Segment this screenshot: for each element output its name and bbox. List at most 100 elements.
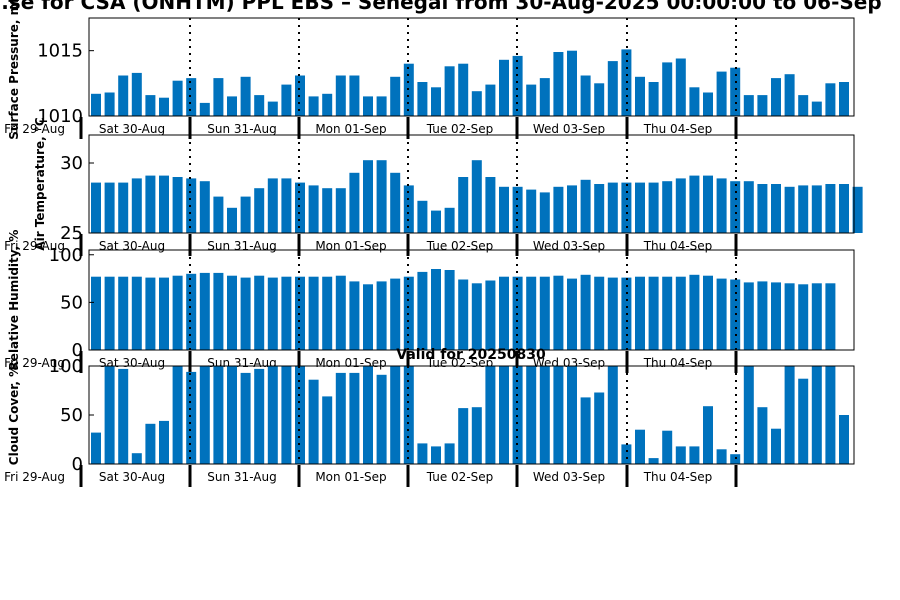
day-label: Sun 31-Aug: [207, 239, 276, 253]
bar: [648, 276, 659, 350]
bar: [335, 75, 346, 116]
bar: [607, 366, 618, 464]
bar: [213, 366, 224, 464]
bar: [716, 71, 727, 116]
y-axis-label: Cloud Cover, %: [7, 365, 21, 465]
bar: [213, 78, 224, 116]
bar: [499, 366, 509, 464]
y-tick-label: 100: [49, 245, 83, 266]
bar: [743, 366, 754, 464]
bar: [104, 92, 115, 116]
bar: [363, 284, 373, 350]
bar: [376, 96, 387, 116]
bar: [240, 372, 251, 464]
bar: [771, 78, 781, 116]
day-label: Tue 02-Sep: [426, 122, 494, 136]
bar: [594, 276, 605, 350]
bar: [159, 277, 169, 350]
bar: [390, 76, 401, 116]
bar: [417, 82, 428, 116]
bar: [811, 185, 822, 233]
bar: [539, 192, 550, 233]
bar: [240, 76, 251, 116]
bar: [267, 178, 278, 233]
first-day-label: Fri 29-Aug: [4, 239, 65, 253]
bar: [390, 172, 401, 233]
bar: [308, 96, 319, 116]
bar: [281, 366, 292, 464]
bar: [852, 186, 863, 233]
bar: [172, 275, 183, 350]
bar: [417, 200, 428, 233]
bar: [172, 177, 183, 233]
bar: [798, 284, 809, 350]
bar: [308, 379, 319, 464]
bar: [159, 97, 169, 116]
bar: [390, 278, 401, 350]
bar: [703, 406, 713, 464]
y-tick-label: 0: [72, 454, 83, 475]
bar: [703, 92, 713, 116]
bar: [471, 160, 482, 233]
bar: [458, 63, 469, 116]
bar: [199, 366, 210, 464]
day-label: Sun 31-Aug: [207, 122, 276, 136]
bar: [757, 184, 768, 233]
bar: [444, 270, 455, 350]
bar: [267, 277, 278, 350]
bar: [308, 185, 319, 233]
day-label: Thu 04-Sep: [643, 122, 713, 136]
bar: [743, 181, 754, 233]
bar: [145, 423, 156, 464]
bar: [118, 368, 129, 464]
bar: [471, 283, 482, 350]
bar: [471, 407, 482, 464]
bar: [689, 87, 700, 116]
bar: [485, 366, 496, 464]
bar: [145, 277, 156, 350]
bar: [499, 276, 509, 350]
bar: [104, 276, 115, 350]
bar: [526, 84, 537, 116]
bar: [567, 50, 577, 117]
bar: [91, 432, 101, 464]
plot-frame: [88, 17, 855, 117]
bar: [553, 52, 564, 116]
day-label: Mon 01-Sep: [315, 356, 386, 370]
bar: [376, 160, 387, 233]
bar: [689, 446, 700, 464]
bar: [825, 184, 836, 233]
bar: [186, 178, 197, 233]
bar: [118, 276, 129, 350]
bar: [172, 366, 183, 464]
bar: [349, 281, 360, 350]
bar: [675, 446, 686, 464]
bar: [172, 80, 183, 116]
plot-frame: [88, 249, 855, 351]
bar: [240, 277, 251, 350]
bar: [716, 178, 727, 233]
bar: [485, 280, 496, 350]
bar: [730, 181, 741, 233]
bar: [322, 396, 333, 464]
day-label: Sat 30-Aug: [99, 470, 165, 484]
bar: [662, 430, 673, 464]
bar: [403, 185, 414, 233]
bar: [91, 93, 101, 116]
bar: [553, 275, 564, 350]
day-label: Thu 04-Sep: [643, 239, 713, 253]
y-axis-label: Surface Pressure, mb: [7, 0, 21, 140]
bar: [227, 366, 237, 464]
bar: [594, 392, 605, 464]
bar: [553, 186, 564, 233]
bar: [254, 188, 265, 233]
y-tick-label: 1015: [37, 41, 83, 62]
bar: [567, 185, 577, 233]
bar: [703, 175, 713, 233]
bar: [267, 101, 278, 116]
bar: [635, 76, 645, 116]
bar: [567, 278, 577, 350]
